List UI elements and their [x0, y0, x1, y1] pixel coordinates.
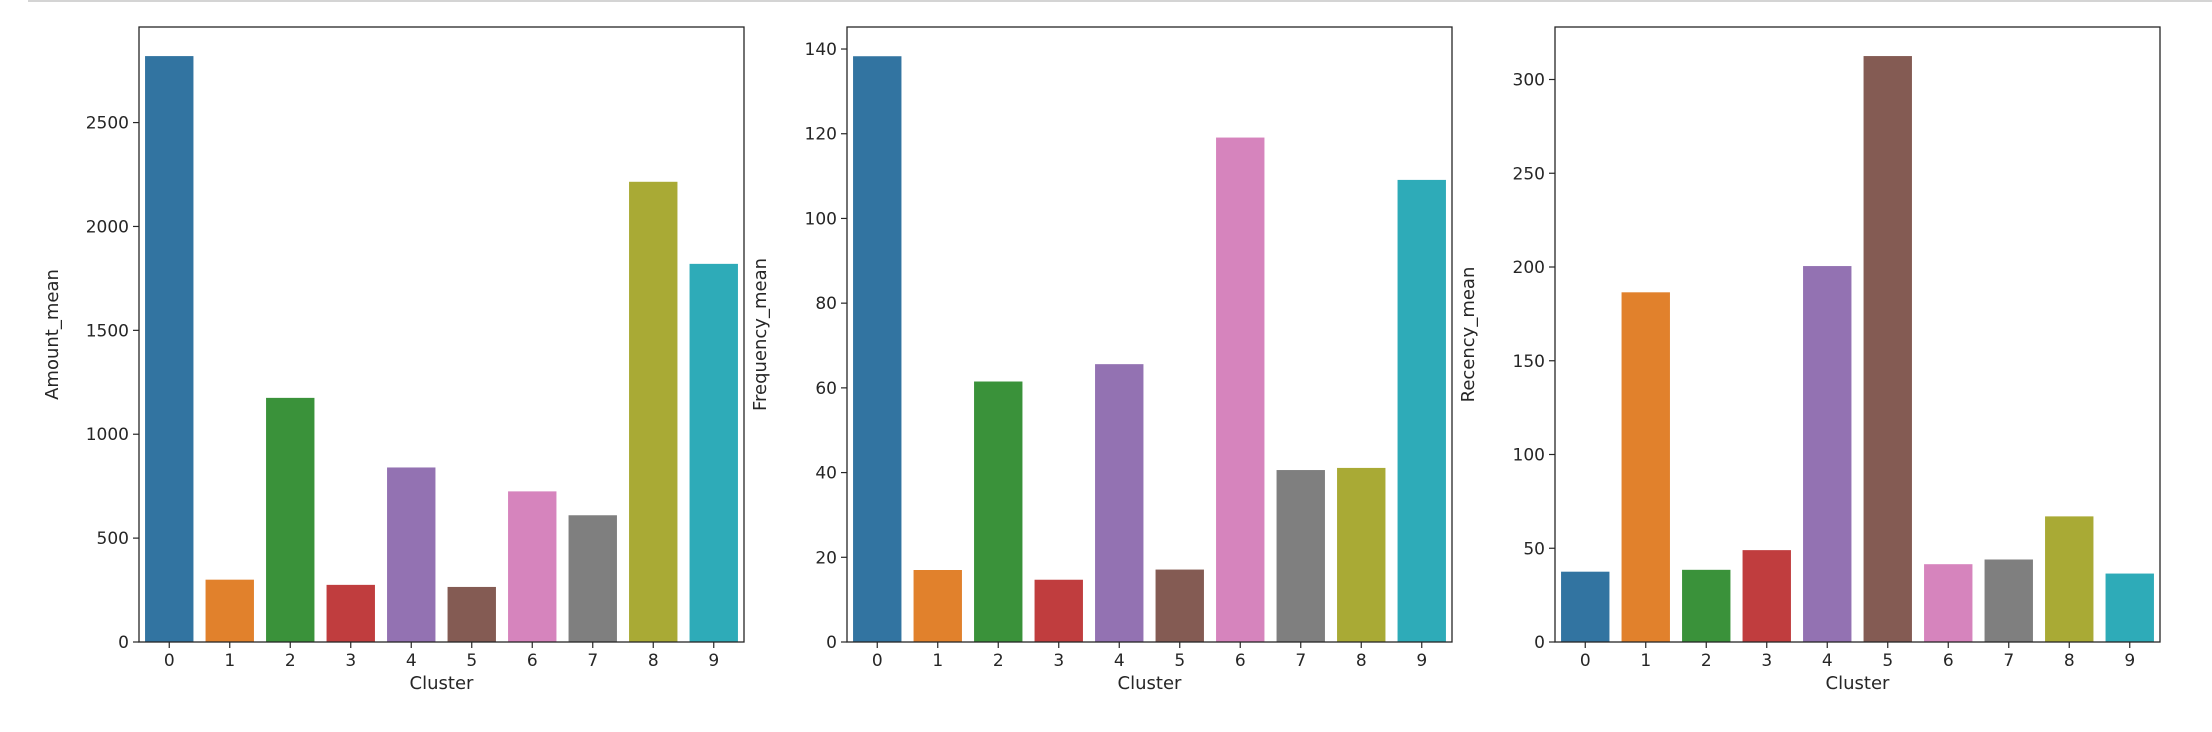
amount-bar-cluster-5 [447, 586, 496, 642]
frequency-bar-cluster-9 [1397, 179, 1446, 642]
frequency-bar-cluster-3 [1034, 579, 1083, 642]
amount-bar-cluster-4 [387, 467, 436, 642]
amount-y-axis-label: Amount_mean [42, 269, 63, 400]
frequency-bar-cluster-6 [1216, 137, 1265, 643]
amount-x-tick-label: 8 [648, 651, 659, 671]
frequency-y-tick-label: 100 [805, 209, 837, 229]
recency-y-tick-label: 200 [1513, 258, 1545, 278]
amount-y-tick-label: 0 [118, 633, 129, 653]
frequency-x-tick-label: 3 [1053, 651, 1064, 671]
recency-x-tick-label: 1 [1640, 651, 1651, 671]
frequency-bar-cluster-0 [853, 56, 902, 643]
amount-x-tick-label: 4 [406, 651, 417, 671]
frequency-bar-cluster-1 [913, 570, 962, 642]
frequency-y-tick-label: 40 [815, 464, 837, 484]
recency-bar-cluster-6 [1924, 564, 1973, 642]
recency-x-tick-label: 4 [1822, 651, 1833, 671]
recency-y-tick-label: 250 [1513, 164, 1545, 184]
recency-bar-cluster-2 [1682, 569, 1731, 642]
recency-y-tick-label: 100 [1513, 446, 1545, 466]
recency-y-tick-label: 300 [1513, 71, 1545, 91]
recency-bar-cluster-8 [2045, 516, 2094, 643]
frequency-y-tick-label: 80 [815, 294, 837, 314]
amount-x-tick-label: 7 [587, 651, 598, 671]
recency-y-axis-label: Recency_mean [1458, 267, 1479, 403]
frequency-bar-cluster-2 [974, 381, 1023, 642]
amount-x-tick-label: 0 [164, 651, 175, 671]
frequency-x-tick-label: 4 [1114, 651, 1125, 671]
frequency-x-tick-label: 9 [1416, 651, 1427, 671]
recency-x-tick-label: 6 [1943, 651, 1954, 671]
amount-bar-cluster-6 [508, 491, 557, 642]
frequency-bar-cluster-4 [1095, 364, 1144, 642]
frequency-bar-cluster-8 [1337, 467, 1386, 642]
frequency-y-tick-label: 140 [805, 40, 837, 60]
recency-axes-frame [1554, 26, 2161, 643]
recency-x-tick-label: 9 [2124, 651, 2135, 671]
amount-y-tick-label: 1000 [86, 425, 129, 445]
frequency-x-tick-label: 6 [1235, 651, 1246, 671]
amount-bar-cluster-7 [568, 515, 617, 642]
recency-x-axis-label: Cluster [1826, 673, 1890, 694]
frequency-y-tick-label: 60 [815, 379, 837, 399]
recency-y-tick-label: 150 [1513, 352, 1545, 372]
amount-x-tick-label: 3 [345, 651, 356, 671]
amount-x-tick-label: 9 [708, 651, 719, 671]
amount-y-tick-label: 500 [97, 529, 129, 549]
frequency-x-tick-label: 7 [1295, 651, 1306, 671]
frequency-y-tick-label: 120 [805, 125, 837, 145]
recency-mean-chart: 0 1 2 3 4 5 6 7 8 9 0 50 100 150 200 250 300 Cluster Recen… [1458, 26, 2161, 694]
amount-x-tick-label: 5 [466, 651, 477, 671]
recency-bar-cluster-9 [2105, 573, 2154, 642]
frequency-axes-frame [846, 26, 1453, 643]
amount-x-axis-label: Cluster [410, 673, 474, 694]
recency-bar-cluster-3 [1742, 550, 1791, 643]
frequency-x-tick-label: 0 [872, 651, 883, 671]
recency-y-tick-label: 0 [1534, 633, 1545, 653]
amount-bar-cluster-2 [266, 397, 315, 642]
frequency-y-tick-label: 0 [826, 633, 837, 653]
recency-bar-cluster-0 [1561, 571, 1610, 642]
amount-bar-cluster-1 [205, 579, 254, 642]
amount-x-tick-label: 1 [224, 651, 235, 671]
frequency-y-axis-label: Frequency_mean [750, 258, 771, 411]
recency-x-tick-label: 2 [1701, 651, 1712, 671]
frequency-bar-cluster-7 [1276, 470, 1325, 642]
frequency-x-tick-label: 1 [932, 651, 943, 671]
amount-bar-cluster-0 [145, 56, 194, 642]
amount-y-tick-label: 2000 [86, 217, 129, 237]
recency-x-tick-label: 7 [2003, 651, 2014, 671]
frequency-x-axis-label: Cluster [1118, 673, 1182, 694]
recency-bar-cluster-5 [1863, 56, 1912, 643]
frequency-mean-chart: 0 1 2 3 4 5 6 7 8 9 0 20 40 60 80 100 120 140 Cluster Frequ… [750, 26, 1453, 694]
recency-bar-cluster-7 [1984, 559, 2033, 642]
recency-bar-cluster-4 [1803, 266, 1852, 642]
recency-x-tick-label: 8 [2064, 651, 2075, 671]
frequency-bar-cluster-5 [1155, 569, 1204, 642]
recency-y-tick-label: 50 [1523, 539, 1545, 559]
amount-x-tick-label: 6 [527, 651, 538, 671]
amount-x-tick-label: 2 [285, 651, 296, 671]
frequency-x-tick-label: 5 [1174, 651, 1185, 671]
recency-x-tick-label: 0 [1580, 651, 1591, 671]
frequency-y-tick-label: 20 [815, 548, 837, 568]
amount-y-tick-label: 2500 [86, 114, 129, 134]
amount-bar-cluster-8 [629, 181, 678, 643]
amount-bar-cluster-3 [326, 584, 375, 642]
amount-axes-frame [138, 26, 745, 643]
cell-top-border [28, 0, 2212, 2]
amount-bar-cluster-9 [689, 263, 738, 642]
frequency-x-tick-label: 2 [993, 651, 1004, 671]
frequency-x-tick-label: 8 [1356, 651, 1367, 671]
amount-y-tick-label: 1500 [86, 321, 129, 341]
recency-bar-cluster-1 [1621, 292, 1670, 642]
amount-mean-chart: 0 1 2 3 4 5 6 7 8 9 0 500 1000 1500 2000 2500 Cluster Amo… [42, 26, 745, 694]
recency-x-tick-label: 5 [1882, 651, 1893, 671]
recency-x-tick-label: 3 [1761, 651, 1772, 671]
